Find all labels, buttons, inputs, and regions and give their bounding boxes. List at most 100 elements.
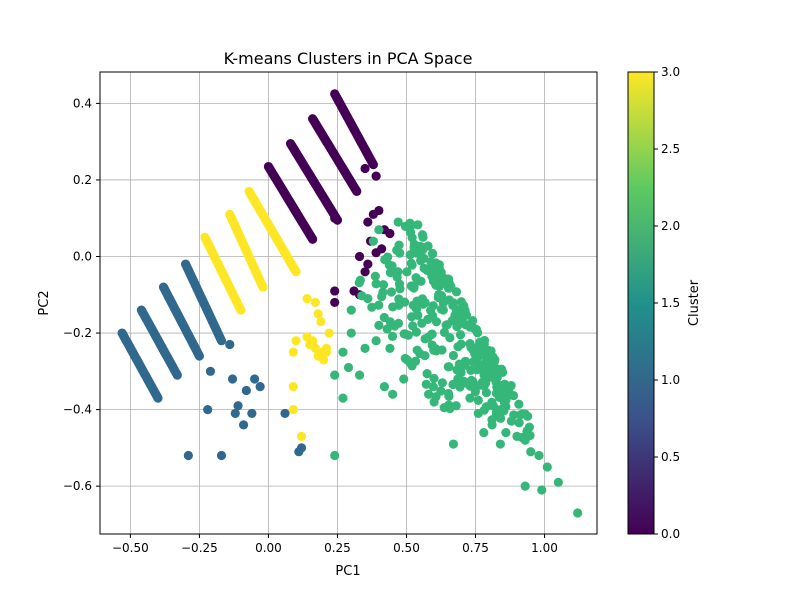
scatter-point-cluster-1: [294, 447, 304, 457]
scatter-point-cluster-2: [429, 373, 439, 384]
y-axis-ticks: −0.6 −0.4 −0.2 0.0 0.2 0.4: [63, 96, 100, 493]
scatter-point-cluster-2: [534, 450, 544, 461]
colorbar-tick-label: 0.0: [661, 527, 680, 541]
colorbar-ticks: 0.0 0.5 1.0 1.5 2.0 2.5 3.0: [654, 65, 680, 541]
scatter-point-cluster-2: [367, 302, 377, 312]
scatter-point-cluster-2: [428, 311, 438, 321]
scatter-point-cluster-2: [453, 374, 463, 384]
scatter-point-cluster-2: [455, 330, 466, 340]
scatter-point-cluster-2: [393, 267, 403, 277]
scatter-point-cluster-0: [349, 286, 359, 296]
scatter-point-cluster-2: [382, 324, 392, 334]
scatter-point-cluster-2: [456, 339, 466, 349]
colorbar: [627, 71, 655, 535]
scatter-point-cluster-2: [386, 287, 397, 297]
scatter-point-cluster-2: [504, 384, 514, 394]
scatter-point-cluster-2: [394, 294, 404, 304]
scatter-point-cluster-3: [236, 305, 246, 315]
scatter-point-cluster-2: [448, 350, 459, 361]
x-tick-label: 1.00: [531, 541, 558, 555]
scatter-point-cluster-2: [429, 345, 439, 355]
scatter-point-cluster-2: [497, 367, 508, 377]
scatter-point-cluster-2: [338, 393, 348, 403]
scatter-point-cluster-2: [520, 435, 530, 445]
scatter-point-cluster-2: [403, 330, 413, 340]
scatter-point-cluster-0: [330, 297, 340, 308]
scatter-point-cluster-2: [360, 343, 370, 353]
scatter-point-cluster-2: [378, 287, 388, 297]
scatter-point-cluster-1: [153, 393, 163, 403]
scatter-point-cluster-2: [368, 236, 378, 246]
scatter-point-cluster-1: [203, 405, 213, 415]
scatter-point-cluster-1: [280, 408, 290, 419]
scatter-point-cluster-2: [407, 359, 417, 369]
scatter-point-cluster-3: [324, 328, 334, 338]
scatter-point-cluster-2: [465, 393, 475, 403]
x-tick-label: −0.25: [181, 541, 218, 555]
scatter-point-cluster-3: [288, 405, 298, 415]
scatter-point-cluster-3: [296, 431, 307, 441]
x-axis-label: PC1: [335, 564, 360, 579]
scatter-point-cluster-2: [399, 374, 409, 384]
scatter-point-cluster-2: [395, 284, 405, 294]
scatter-point-cluster-2: [346, 305, 356, 315]
scatter-point-cluster-2: [393, 217, 403, 227]
scatter-point-cluster-2: [455, 382, 465, 392]
scatter-point-cluster-1: [216, 336, 227, 346]
colorbar-tick-label: 1.5: [661, 296, 680, 310]
scatter-point-cluster-0: [385, 228, 395, 239]
scatter-point-cluster-2: [423, 332, 433, 343]
colorbar-tick-label: 2.5: [661, 142, 680, 156]
colorbar-tick-label: 1.0: [661, 373, 680, 387]
scatter-point-cluster-3: [258, 282, 268, 292]
scatter-point-cluster-2: [441, 274, 451, 285]
scatter-points: [117, 89, 583, 518]
scatter-point-cluster-2: [481, 402, 491, 412]
scatter-point-cluster-1: [205, 366, 216, 376]
scatter-point-cluster-2: [452, 304, 462, 315]
scatter-point-cluster-3: [291, 267, 301, 277]
scatter-point-cluster-2: [524, 422, 534, 432]
scatter-point-cluster-2: [465, 322, 475, 332]
scatter-point-cluster-2: [374, 320, 384, 330]
scatter-point-cluster-2: [346, 328, 356, 338]
scatter-point-cluster-2: [388, 302, 398, 312]
scatter-point-cluster-2: [388, 389, 398, 399]
scatter-point-cluster-2: [526, 447, 536, 457]
scatter-point-cluster-2: [330, 370, 340, 380]
scatter-point-cluster-2: [417, 294, 427, 304]
colorbar-tick-label: 0.5: [661, 450, 680, 464]
y-tick-label: −0.6: [63, 479, 92, 493]
scatter-point-cluster-2: [479, 427, 489, 438]
scatter-point-cluster-2: [387, 261, 397, 271]
scatter-point-cluster-2: [506, 416, 517, 426]
scatter-point-cluster-0: [354, 251, 365, 262]
scatter-point-cluster-2: [479, 370, 489, 380]
scatter-point-cluster-1: [227, 374, 238, 384]
scatter-point-cluster-2: [416, 256, 426, 266]
scatter-point-cluster-1: [216, 450, 227, 461]
scatter-point-cluster-1: [183, 450, 193, 461]
scatter-point-cluster-2: [385, 343, 395, 353]
scatter-point-cluster-2: [441, 320, 451, 330]
scatter-point-cluster-2: [465, 338, 475, 349]
scatter-point-cluster-2: [422, 368, 432, 379]
scatter-point-cluster-2: [487, 420, 497, 430]
scatter-point-cluster-2: [408, 300, 418, 310]
scatter-point-cluster-0: [363, 259, 373, 269]
scatter-point-cluster-2: [436, 267, 446, 277]
scatter-point-cluster-2: [423, 389, 434, 399]
scatter-point-cluster-2: [446, 281, 456, 292]
scatter-point-cluster-2: [343, 362, 354, 373]
scatter-point-cluster-0: [371, 248, 381, 258]
scatter-point-cluster-2: [395, 248, 405, 258]
scatter-point-cluster-2: [497, 387, 507, 397]
scatter-point-cluster-1: [233, 401, 243, 411]
scatter-point-cluster-2: [439, 327, 450, 337]
scatter-point-cluster-1: [241, 385, 251, 396]
scatter-point-cluster-2: [417, 245, 428, 255]
scatter-point-cluster-2: [427, 248, 438, 259]
scatter-point-cluster-3: [316, 316, 326, 327]
scatter-point-cluster-2: [379, 382, 389, 392]
